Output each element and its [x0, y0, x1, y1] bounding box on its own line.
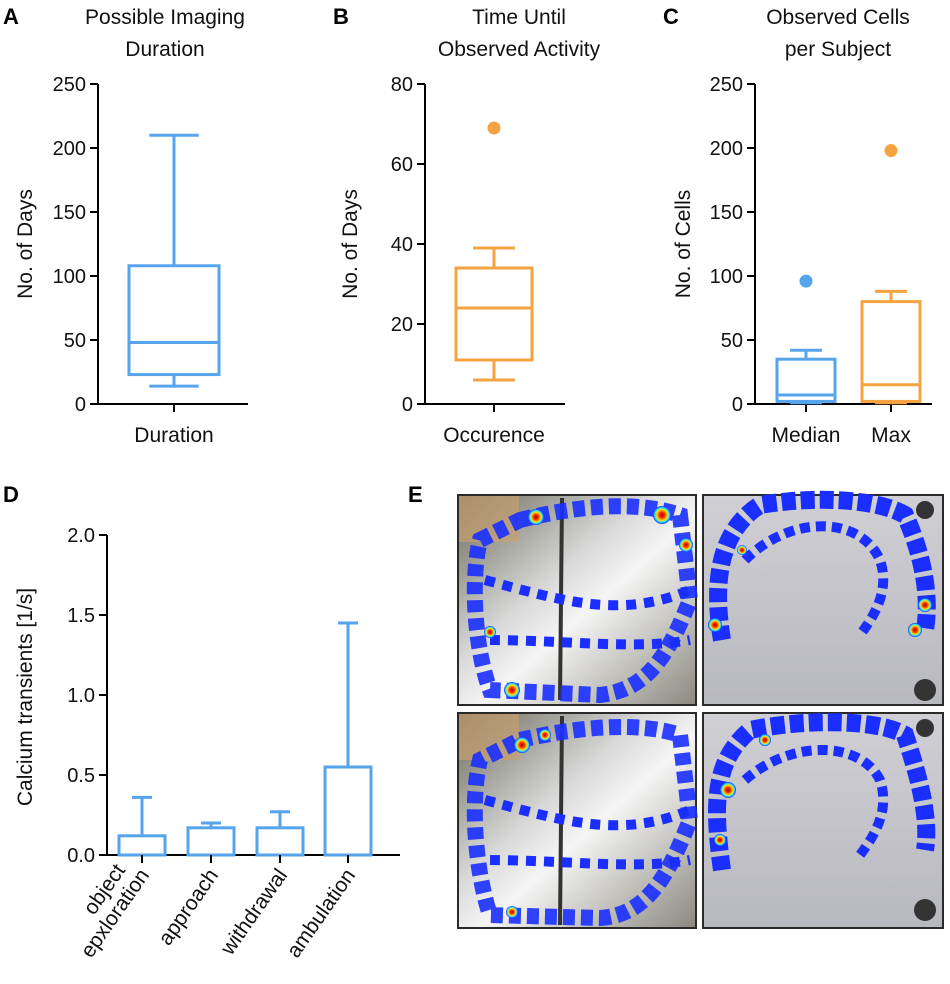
- y-tick-label: 0: [75, 394, 86, 416]
- corner-object-icon: [916, 719, 934, 737]
- hotspot: [737, 545, 747, 555]
- corner-object-icon: [914, 679, 936, 701]
- hotspot: [708, 618, 722, 632]
- trajectory-path-2: [741, 521, 889, 638]
- outlier-point: [884, 144, 898, 158]
- chart-title: Observed Activity: [438, 38, 601, 61]
- bar: [255, 826, 305, 857]
- panel-label-d: D: [3, 482, 19, 507]
- y-tick-label: 200: [53, 138, 86, 160]
- y-tick-label: 100: [53, 266, 86, 288]
- y-tick-label: 200: [710, 138, 743, 160]
- y-tick-label: 0: [732, 394, 743, 416]
- panel-c: 0 50 100 150 200 250 Observed Cells per Subject…: [672, 6, 932, 447]
- x-category-label: Duration: [134, 424, 213, 447]
- box-max: [860, 300, 922, 403]
- hotspot: [539, 729, 551, 741]
- trajectory-path: [708, 713, 936, 872]
- chart-title: Observed Cells: [766, 6, 910, 29]
- x-category-label: Max: [871, 424, 911, 447]
- y-tick-label: 150: [53, 202, 86, 224]
- chart-title: Duration: [125, 38, 204, 61]
- hotspot: [514, 737, 530, 753]
- panel-label-c: C: [663, 4, 679, 29]
- trajectory-path: [709, 490, 936, 642]
- y-tick-label: 250: [53, 74, 86, 96]
- y-tick-label: 250: [710, 74, 743, 96]
- y-tick-label: 20: [391, 314, 413, 336]
- y-tick-label: 50: [721, 330, 743, 352]
- y-tick-label: 50: [64, 330, 86, 352]
- hotspot: [908, 623, 922, 637]
- y-axis-label: No. of Days: [14, 189, 37, 299]
- bar: [186, 826, 236, 857]
- panel-a: 0 50 100 150 200 250 Possible Imaging Duration N…: [14, 6, 248, 447]
- y-axis-label: Calcium transients [1/s]: [14, 588, 37, 806]
- trajectory-path: [466, 498, 699, 704]
- y-tick-label: 80: [391, 74, 413, 96]
- hotspot: [484, 626, 496, 638]
- x-category-label: Median: [772, 424, 841, 447]
- y-tick-label: 60: [391, 154, 413, 176]
- panel-label-a: A: [3, 4, 19, 29]
- outlier-point: [487, 121, 501, 135]
- y-tick-label: 40: [391, 234, 413, 256]
- chart-title: Time Until: [472, 6, 566, 29]
- trajectory-path-2: [483, 575, 692, 650]
- y-tick-label: 150: [710, 202, 743, 224]
- chart-title: per Subject: [785, 38, 891, 61]
- panel-b: 0 20 40 60 80 Time Until Observed Activity No. …: [339, 6, 601, 447]
- y-tick-label: 0.5: [67, 765, 95, 787]
- hotspot: [528, 509, 544, 525]
- x-category-label: approach: [154, 865, 223, 950]
- x-category-label: ambulation: [282, 865, 360, 962]
- x-category-label: Occurence: [443, 424, 545, 447]
- y-axis-label: No. of Cells: [672, 190, 695, 299]
- hotspot: [759, 734, 771, 746]
- outlier-point: [799, 274, 813, 288]
- y-tick-label: 1.0: [67, 685, 95, 707]
- bar: [323, 765, 373, 857]
- chart-title: Possible Imaging: [85, 6, 245, 29]
- corner-object-icon: [916, 501, 934, 519]
- hotspot: [653, 506, 671, 524]
- y-tick-label: 100: [710, 266, 743, 288]
- hotspot: [714, 834, 726, 846]
- trajectory-path-2: [483, 795, 692, 870]
- hotspot: [679, 538, 693, 552]
- panel-e-heatmaps: [457, 490, 944, 929]
- hotspot: [720, 782, 736, 798]
- bar: [117, 834, 167, 857]
- y-tick-label: 0.0: [67, 845, 95, 867]
- box-duration: [127, 264, 221, 377]
- hotspot: [918, 598, 932, 612]
- trajectory-path: [466, 719, 699, 927]
- panel-label-b: B: [333, 4, 349, 29]
- x-category-label: withdrawal: [216, 865, 292, 960]
- y-axis-label: No. of Days: [339, 189, 362, 299]
- y-tick-label: 1.5: [67, 605, 95, 627]
- panel-label-e: E: [408, 482, 423, 507]
- hotspot: [504, 682, 520, 698]
- box-occurence: [454, 266, 534, 362]
- y-tick-label: 0: [402, 394, 413, 416]
- corner-object-icon: [914, 899, 936, 921]
- y-tick-label: 2.0: [67, 525, 95, 547]
- hotspot: [506, 906, 518, 918]
